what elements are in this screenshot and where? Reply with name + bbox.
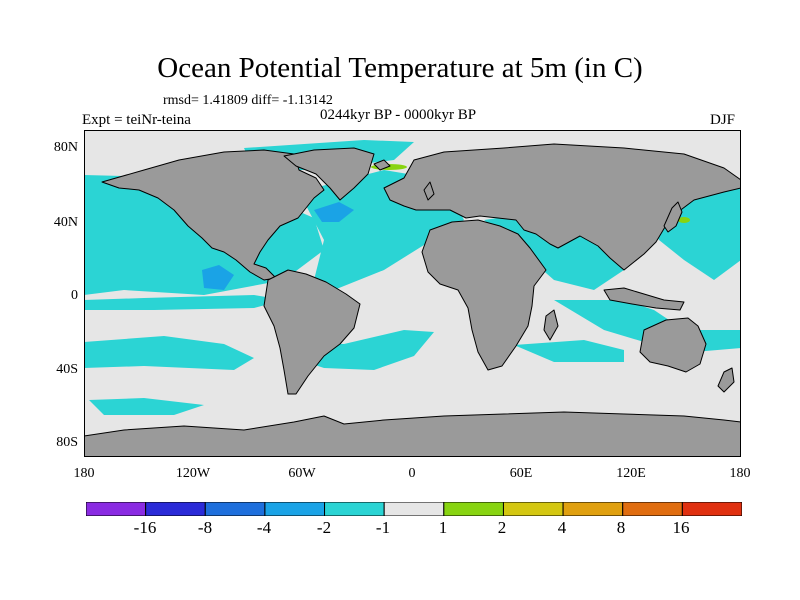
lon-label-180w: 180 xyxy=(73,466,95,481)
season-label: DJF xyxy=(710,112,736,128)
australia xyxy=(639,317,707,373)
lon-label-60w: 60W xyxy=(288,466,316,481)
lat-label-80s: 80S xyxy=(56,435,78,450)
colorbar-swatch xyxy=(324,502,385,516)
lat-label-80n: 80N xyxy=(53,140,78,155)
colorbar-swatch xyxy=(204,502,266,516)
antarctica xyxy=(84,411,741,457)
colorbar-swatch xyxy=(264,502,326,516)
colorbar-label-9: 8 xyxy=(616,518,626,537)
land-masses xyxy=(84,143,741,457)
lon-label-180e: 180 xyxy=(729,466,751,481)
colorbar-label-8: 4 xyxy=(557,518,567,537)
world-map xyxy=(84,130,741,457)
colorbar-label-10: 16 xyxy=(672,518,690,537)
iceland xyxy=(373,159,391,171)
colorbar-label-6: 1 xyxy=(438,518,448,537)
colorbar-swatch xyxy=(681,502,742,516)
british-isles xyxy=(423,181,435,201)
madagascar xyxy=(543,309,559,341)
greenland xyxy=(283,147,375,201)
lon-label-120w: 120W xyxy=(175,466,211,481)
colorbar-label-1: -16 xyxy=(133,518,157,537)
period-text: 0244kyr BP - 0000kyr BP xyxy=(320,107,477,123)
colorbar-swatch xyxy=(502,502,564,516)
colorbar-swatch xyxy=(86,502,147,516)
colorbar-label-4: -2 xyxy=(316,518,332,537)
experiment-label: Expt = teiNr-teina xyxy=(82,112,191,128)
indonesia xyxy=(603,287,685,311)
map-frame xyxy=(84,130,741,457)
colorbar-swatch xyxy=(145,502,206,516)
africa xyxy=(421,219,547,371)
eurasia xyxy=(383,143,741,271)
stats-text: rmsd= 1.41809 diff= -1.13142 xyxy=(163,93,333,108)
colorbar-label-2: -8 xyxy=(197,518,213,537)
colorbar-label-7: 2 xyxy=(497,518,507,537)
colorbar-swatch xyxy=(383,502,445,516)
colorbar-swatch xyxy=(562,502,624,516)
colorbar-swatch xyxy=(622,502,683,516)
lat-label-40s: 40S xyxy=(56,362,78,377)
colorbar-swatch xyxy=(443,502,504,516)
south-america xyxy=(263,269,361,395)
lon-label-60e: 60E xyxy=(509,466,533,481)
colorbar-label-5: -1 xyxy=(375,518,391,537)
lat-label-40n: 40N xyxy=(53,215,78,230)
colorbar xyxy=(86,502,742,516)
colorbar-label-3: -4 xyxy=(256,518,272,537)
lon-label-0: 0 xyxy=(408,466,416,481)
map-title: Ocean Potential Temperature at 5m (in C) xyxy=(157,52,643,84)
japan xyxy=(663,201,683,233)
lon-label-120e: 120E xyxy=(616,466,646,481)
new-zealand xyxy=(717,367,735,393)
north-america xyxy=(101,149,325,281)
lat-label-eq: 0 xyxy=(71,288,78,303)
